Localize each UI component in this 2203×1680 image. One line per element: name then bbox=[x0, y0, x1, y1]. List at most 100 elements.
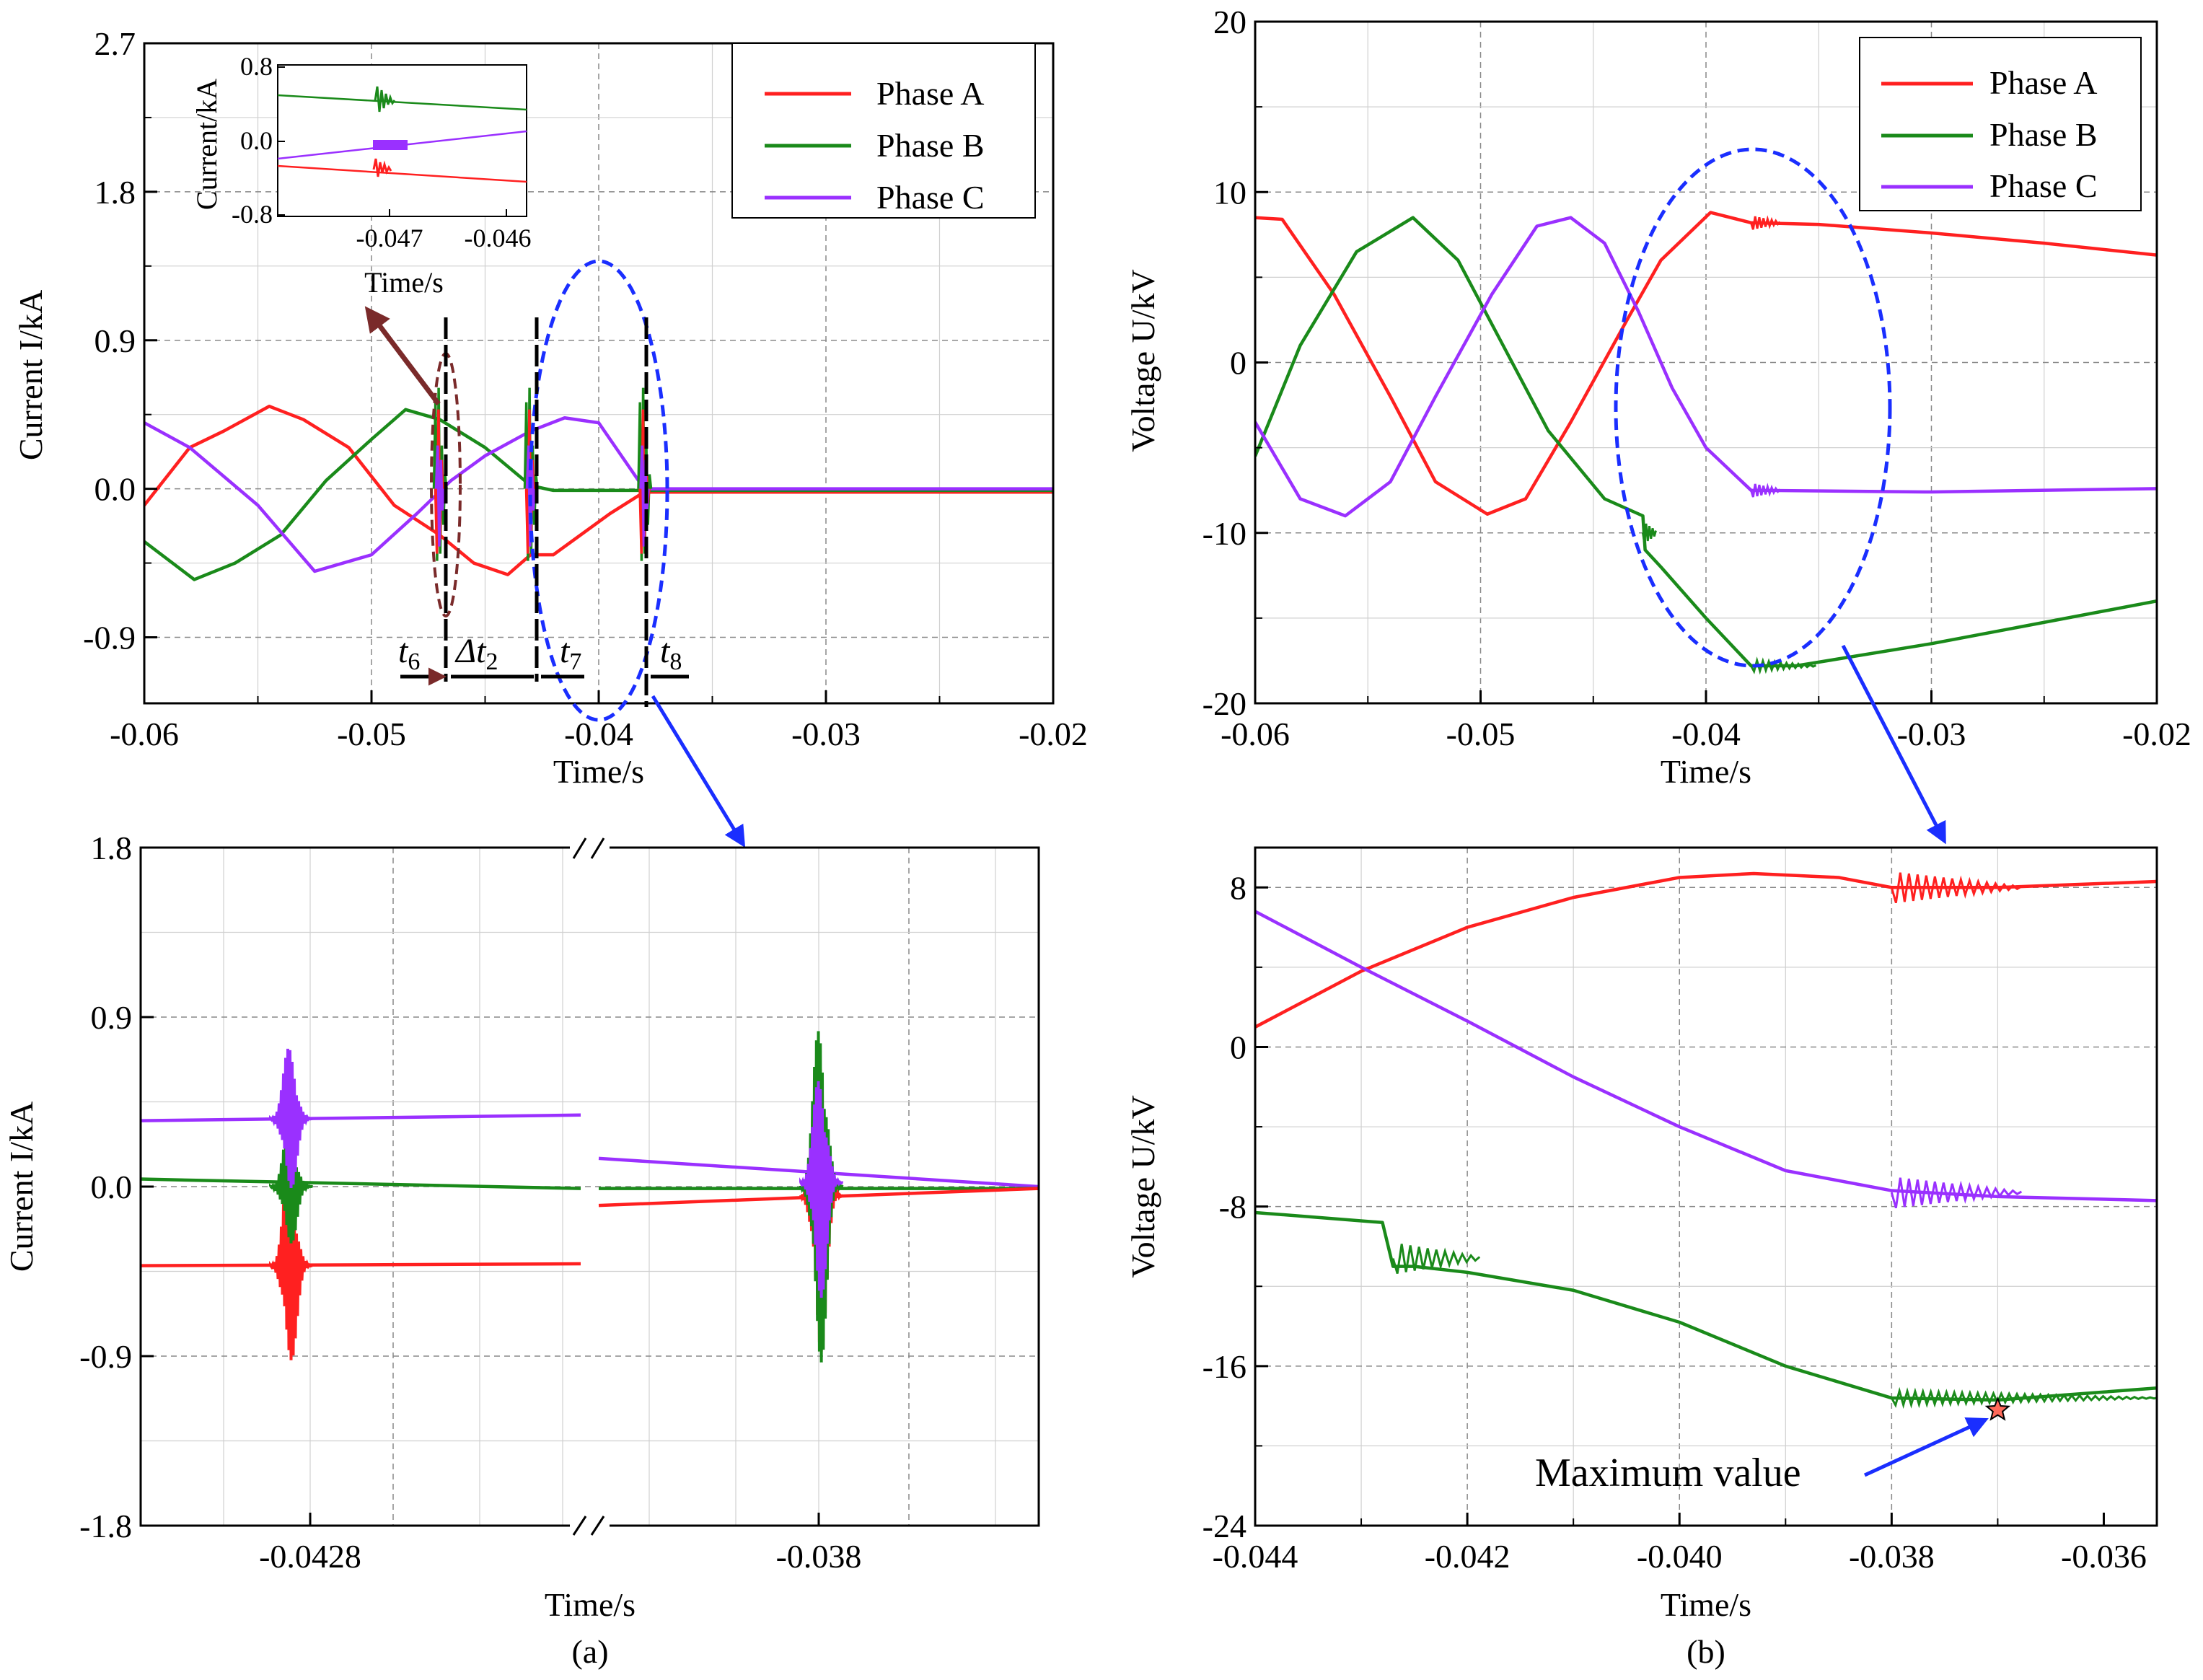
plot-frame bbox=[1254, 846, 2158, 1527]
inset-ytick-label: 0.0 bbox=[240, 126, 273, 155]
y-tick-label: -16 bbox=[1202, 1348, 1246, 1385]
panel-a-top: -0.06 -0.05 -0.04 -0.03 -0.02 -0.9 0.0 0.9 1.8 2.… bbox=[12, 25, 1088, 848]
inset-xtick-label: -0.046 bbox=[465, 224, 532, 252]
transient-spike-phase-c bbox=[434, 445, 446, 547]
ripple-phase-b bbox=[1891, 1386, 2157, 1409]
y-tick-label: 0.0 bbox=[91, 1169, 133, 1205]
annotation-t8: t8 bbox=[660, 632, 682, 675]
inset-x-label: Time/s bbox=[364, 266, 444, 299]
axis-ticks: -1.8 -0.9 0.0 0.9 1.8 -0.0428 -0.038 bbox=[79, 830, 861, 1575]
series-line-phase-c bbox=[1255, 216, 2157, 518]
x-axis-label: Time/s bbox=[553, 753, 644, 790]
y-tick-label: 10 bbox=[1213, 174, 1246, 211]
series-line-phase-c bbox=[144, 416, 1053, 573]
x-tick-label: -0.040 bbox=[1637, 1538, 1723, 1575]
inset-spike-phase-c bbox=[373, 140, 408, 150]
legend-box bbox=[1859, 37, 2142, 211]
legend-box bbox=[731, 43, 1036, 219]
x-tick-label: -0.038 bbox=[1849, 1538, 1935, 1575]
x-tick-label: -0.05 bbox=[1446, 716, 1516, 752]
series-line-phase-c bbox=[1255, 910, 2157, 1202]
x-tick-label: -0.04 bbox=[1671, 716, 1741, 752]
x-tick-label: -0.04 bbox=[564, 716, 633, 752]
series-line-phase-c bbox=[141, 1113, 581, 1122]
series-line-phase-b bbox=[1255, 1210, 2157, 1402]
annotation-t7: t7 bbox=[560, 632, 581, 675]
axis-break-bottom bbox=[590, 1516, 605, 1536]
y-tick-label: -0.9 bbox=[83, 620, 136, 656]
panel-b-bottom: -0.044 -0.042 -0.040 -0.038 -0.036 -24 -16 -8 0 8… bbox=[1125, 846, 2158, 1670]
ripple-phase-a bbox=[1750, 215, 1781, 230]
series-lines bbox=[1255, 871, 2157, 1409]
grid bbox=[1255, 848, 2157, 1526]
y-tick-label: 0 bbox=[1230, 345, 1246, 382]
inset-line-phase-a bbox=[277, 164, 527, 183]
ripple-phase-c bbox=[1750, 483, 1781, 498]
annotation-label: Maximum value bbox=[1535, 1451, 1801, 1495]
axis-ticks: -0.06 -0.05 -0.04 -0.03 -0.02 -20 -10 0 10 20 bbox=[1202, 4, 2191, 752]
caption-b: (b) bbox=[1687, 1633, 1725, 1670]
series-line-phase-b bbox=[141, 1177, 581, 1190]
x-tick-label: -0.02 bbox=[1019, 716, 1088, 752]
legend: Phase A Phase B Phase C bbox=[1859, 37, 2142, 211]
axis-ticks: -0.044 -0.042 -0.040 -0.038 -0.036 -24 -16 -8 0 8 bbox=[1202, 869, 2147, 1575]
legend-label-phase-a: Phase A bbox=[876, 75, 985, 112]
y-axis-label: Voltage U/kV bbox=[1125, 269, 1161, 452]
highlight-ellipse-blue bbox=[528, 259, 669, 722]
inset-chart: 0.8 0.0 -0.8 -0.047 -0.046 Current/kA Ti… bbox=[190, 52, 532, 299]
series-line-phase-a bbox=[1255, 871, 2157, 1029]
y-tick-label: 20 bbox=[1213, 4, 1246, 40]
axis-break-top bbox=[590, 837, 605, 859]
x-tick-label: -0.042 bbox=[1425, 1538, 1511, 1575]
y-axis-label: Current I/kA bbox=[3, 1101, 40, 1272]
y-tick-label: -24 bbox=[1202, 1508, 1246, 1544]
y-tick-label: 0.9 bbox=[91, 999, 133, 1036]
panel-b-top: -0.06 -0.05 -0.04 -0.03 -0.02 -20 -10 0 10 20 Tim… bbox=[1125, 4, 2191, 845]
legend-label-phase-b: Phase B bbox=[876, 127, 985, 164]
x-tick-label: -0.06 bbox=[1221, 716, 1290, 752]
maximum-value-annotation: Maximum value bbox=[1535, 1396, 2011, 1495]
axis-ticks: -0.06 -0.05 -0.04 -0.03 -0.02 -0.9 0.0 0.9 1.8 2.… bbox=[83, 25, 1088, 752]
transient-burst-phase-a bbox=[269, 1170, 314, 1360]
axis-break-bottom bbox=[572, 1516, 587, 1536]
y-tick-label: -1.8 bbox=[79, 1508, 132, 1544]
ripple-phase-a bbox=[1890, 872, 2023, 904]
inset-line-phase-b bbox=[277, 94, 527, 111]
x-tick-label: -0.06 bbox=[110, 716, 179, 752]
y-tick-label: -0.9 bbox=[79, 1338, 132, 1375]
series-line-phase-a bbox=[1255, 211, 2157, 516]
x-axis-label: Time/s bbox=[545, 1586, 636, 1623]
maximum-value-star-icon bbox=[1984, 1396, 2011, 1421]
annotation-dt2: Δt2 bbox=[454, 632, 498, 675]
legend: Phase A Phase B Phase C bbox=[731, 43, 1036, 219]
y-tick-label: 0.0 bbox=[94, 471, 136, 508]
axis-break-top bbox=[572, 837, 587, 859]
ripple-phase-b-step bbox=[1642, 523, 1657, 544]
x-tick-label: -0.03 bbox=[1897, 716, 1966, 752]
series-lines bbox=[1255, 211, 2157, 675]
caption-a: (a) bbox=[571, 1633, 608, 1670]
y-tick-label: 2.7 bbox=[94, 25, 136, 62]
y-tick-label: -8 bbox=[1219, 1189, 1246, 1226]
x-tick-label: -0.0428 bbox=[259, 1538, 361, 1575]
series-line-phase-a bbox=[141, 1262, 581, 1267]
y-tick-label: 8 bbox=[1230, 869, 1246, 906]
x-tick-label: -0.03 bbox=[791, 716, 861, 752]
y-tick-label: 1.8 bbox=[91, 830, 133, 866]
x-tick-label: -0.036 bbox=[2061, 1538, 2147, 1575]
inset-ytick-label: 0.8 bbox=[240, 52, 273, 81]
y-axis-label: Voltage U/kV bbox=[1125, 1095, 1161, 1277]
highlight-ellipse-blue bbox=[1614, 147, 1892, 668]
x-axis-label: Time/s bbox=[1661, 1586, 1751, 1623]
legend-label-phase-c: Phase C bbox=[876, 179, 985, 216]
grid bbox=[141, 848, 1039, 1526]
zoom-arrow-a bbox=[651, 695, 746, 848]
series-lines bbox=[141, 1031, 1039, 1363]
transient-burst-phase-b bbox=[269, 1129, 313, 1244]
legend-label-phase-c: Phase C bbox=[1989, 167, 2098, 204]
annotation-t6: t6 bbox=[398, 632, 420, 675]
series-line-phase-a bbox=[144, 405, 1053, 576]
inset-y-label: Current/kA bbox=[190, 79, 223, 210]
x-tick-label: -0.02 bbox=[2122, 716, 2191, 752]
